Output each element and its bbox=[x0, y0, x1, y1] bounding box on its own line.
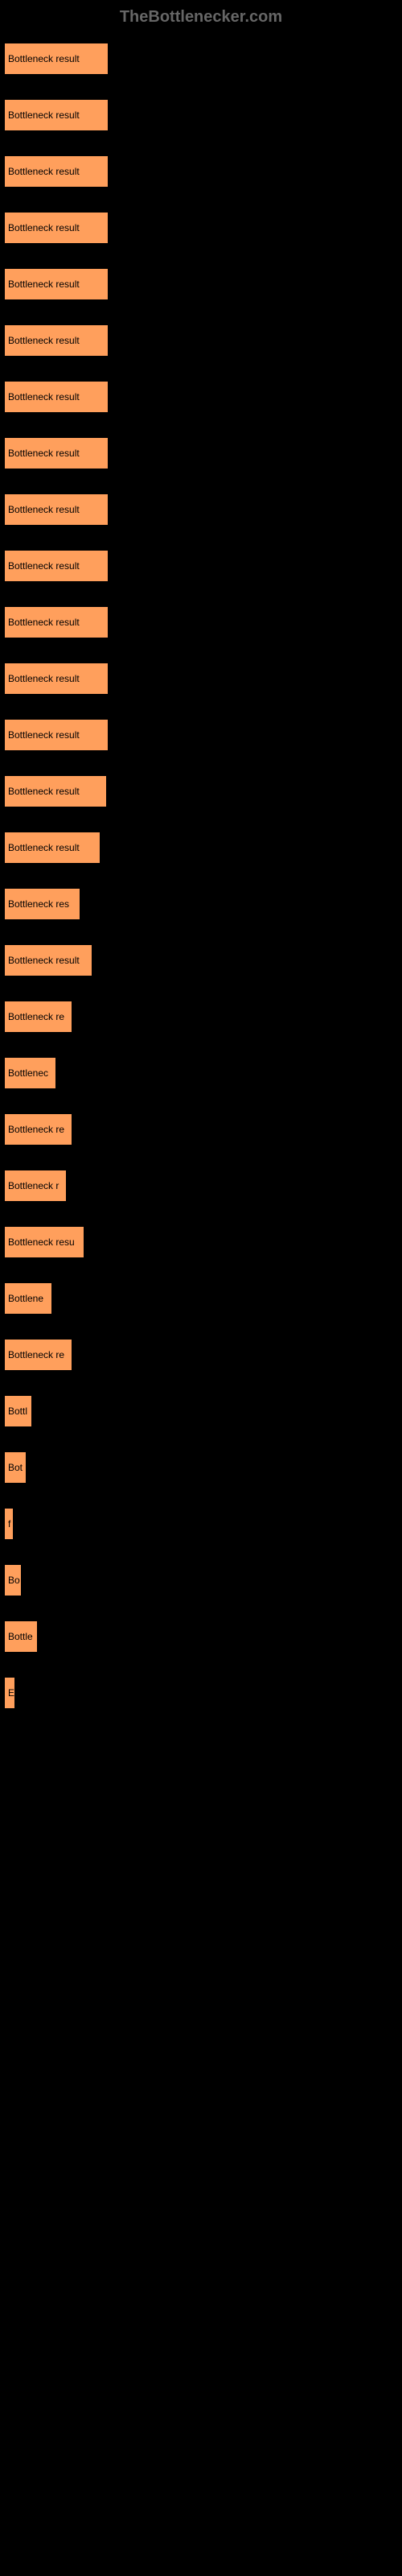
bar-label: Bottleneck result bbox=[8, 279, 80, 290]
bar-row: Bottleneck result bbox=[4, 663, 402, 695]
bar-label: Bottleneck result bbox=[8, 504, 80, 515]
bar-row: Bottleneck re bbox=[4, 1339, 402, 1371]
bar-label: Bottleneck resu bbox=[8, 1236, 75, 1248]
bar-label: Bottle bbox=[8, 1631, 33, 1642]
bar-row: Bottleneck re bbox=[4, 1001, 402, 1033]
bar-row: Bottleneck result bbox=[4, 212, 402, 244]
bar-row: Bottl bbox=[4, 1395, 402, 1427]
bar: Bottlenec bbox=[4, 1057, 56, 1089]
bar-label: Bottleneck re bbox=[8, 1011, 64, 1022]
bar: Bottleneck result bbox=[4, 43, 109, 75]
bar-label: Bottleneck result bbox=[8, 842, 80, 853]
bar-label: Bottlene bbox=[8, 1293, 43, 1304]
bar: Bottleneck result bbox=[4, 944, 92, 976]
bar: Bo bbox=[4, 1564, 22, 1596]
bar-label: Bottlenec bbox=[8, 1067, 48, 1079]
bar: Bottleneck re bbox=[4, 1001, 72, 1033]
bar-row: Bottleneck result bbox=[4, 43, 402, 75]
bar-row: Bottleneck result bbox=[4, 324, 402, 357]
bar-row: Bottleneck result bbox=[4, 550, 402, 582]
bar: Bottleneck result bbox=[4, 493, 109, 526]
bar: Bottleneck result bbox=[4, 155, 109, 188]
bar-row: Bottleneck result bbox=[4, 437, 402, 469]
bar: Bottleneck re bbox=[4, 1113, 72, 1146]
bar-row: Bottleneck r bbox=[4, 1170, 402, 1202]
bar-label: Bottleneck r bbox=[8, 1180, 59, 1191]
bar-row: Bottleneck result bbox=[4, 99, 402, 131]
bar-label: Bo bbox=[8, 1575, 20, 1586]
bar-label: Bottleneck result bbox=[8, 222, 80, 233]
bar: Bottleneck result bbox=[4, 381, 109, 413]
bar-row: Bottleneck re bbox=[4, 1113, 402, 1146]
bar: f bbox=[4, 1508, 14, 1540]
bar-label: Bottl bbox=[8, 1406, 27, 1417]
bar-row: Bottle bbox=[4, 1620, 402, 1653]
bar-row: Bottlenec bbox=[4, 1057, 402, 1089]
bar-row: Bottleneck result bbox=[4, 381, 402, 413]
bar-label: Bottleneck result bbox=[8, 673, 80, 684]
bar-row: Bottleneck result bbox=[4, 775, 402, 807]
bar-label: Bottleneck result bbox=[8, 109, 80, 121]
bar-label: Bottleneck re bbox=[8, 1349, 64, 1360]
bar: Bottleneck result bbox=[4, 719, 109, 751]
bar-label: Bottleneck result bbox=[8, 166, 80, 177]
bar-label: Bottleneck result bbox=[8, 617, 80, 628]
bar-label: Bottleneck result bbox=[8, 335, 80, 346]
bar-label: Bottleneck result bbox=[8, 729, 80, 741]
bar-row: Bo bbox=[4, 1564, 402, 1596]
bar-label: Bottleneck result bbox=[8, 391, 80, 402]
bar: Bottleneck result bbox=[4, 99, 109, 131]
bar-label: Bottleneck result bbox=[8, 448, 80, 459]
bar: Bottleneck result bbox=[4, 324, 109, 357]
bar-row: f bbox=[4, 1508, 402, 1540]
bar: Bottlene bbox=[4, 1282, 52, 1315]
bar-label: Bottleneck result bbox=[8, 53, 80, 64]
bar-row: Bottleneck result bbox=[4, 719, 402, 751]
bar: Bottleneck result bbox=[4, 832, 100, 864]
bar: Bottleneck result bbox=[4, 437, 109, 469]
bar-label: E bbox=[8, 1687, 14, 1699]
bar-chart: Bottleneck result Bottleneck result Bottle… bbox=[0, 43, 402, 1709]
bar: Bottleneck result bbox=[4, 550, 109, 582]
bar-label: f bbox=[8, 1518, 10, 1530]
bar: Bottleneck result bbox=[4, 212, 109, 244]
bar-label: Bottleneck result bbox=[8, 955, 80, 966]
bar: Bottleneck result bbox=[4, 663, 109, 695]
bar-label: Bottleneck re bbox=[8, 1124, 64, 1135]
bar: E bbox=[4, 1677, 15, 1709]
bar-label: Bottleneck result bbox=[8, 560, 80, 572]
bar: Bottleneck resu bbox=[4, 1226, 84, 1258]
brand-title: TheBottlenecker.com bbox=[0, 8, 402, 27]
bar-row: Bottleneck res bbox=[4, 888, 402, 920]
bar: Bot bbox=[4, 1451, 27, 1484]
bar-label: Bottleneck res bbox=[8, 898, 69, 910]
bar: Bottleneck result bbox=[4, 775, 107, 807]
bar: Bottl bbox=[4, 1395, 32, 1427]
bar: Bottleneck res bbox=[4, 888, 80, 920]
bar: Bottleneck re bbox=[4, 1339, 72, 1371]
bar-row: Bottleneck result bbox=[4, 493, 402, 526]
bar: Bottleneck r bbox=[4, 1170, 67, 1202]
bar: Bottleneck result bbox=[4, 606, 109, 638]
bar-row: Bottleneck result bbox=[4, 606, 402, 638]
bar-row: Bottleneck result bbox=[4, 155, 402, 188]
bar-row: E bbox=[4, 1677, 402, 1709]
bar-row: Bottleneck resu bbox=[4, 1226, 402, 1258]
bar: Bottleneck result bbox=[4, 268, 109, 300]
bar-row: Bottleneck result bbox=[4, 832, 402, 864]
bar-row: Bottleneck result bbox=[4, 268, 402, 300]
bar-row: Bottleneck result bbox=[4, 944, 402, 976]
bar: Bottle bbox=[4, 1620, 38, 1653]
bar-label: Bot bbox=[8, 1462, 23, 1473]
bar-label: Bottleneck result bbox=[8, 786, 80, 797]
bar-row: Bot bbox=[4, 1451, 402, 1484]
bar-row: Bottlene bbox=[4, 1282, 402, 1315]
